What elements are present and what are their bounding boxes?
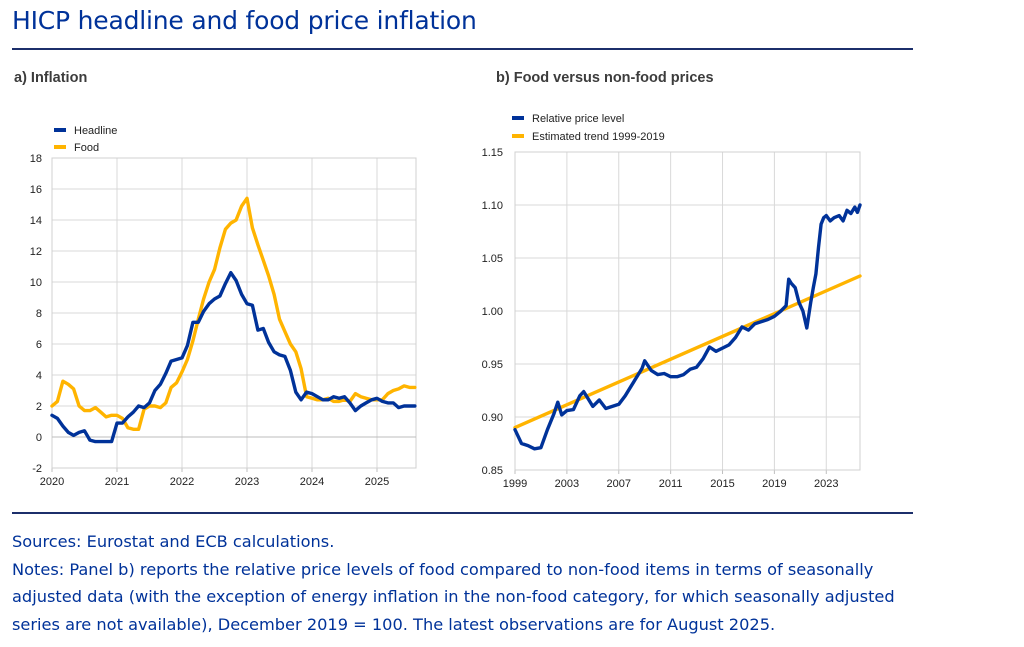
notes-section: Sources: Eurostat and ECB calculations. … (12, 528, 917, 638)
plot-frame (514, 151, 861, 471)
page-title: HICP headline and food price inflation (12, 6, 477, 35)
y-tick-label: 8 (36, 308, 42, 320)
x-tick-label: 2023 (235, 476, 259, 488)
legend-label: Relative price level (532, 113, 624, 125)
x-tick-label: 2019 (762, 478, 786, 490)
x-tick-label: 2007 (607, 478, 631, 490)
series-line-relative-price-level (513, 203, 862, 451)
series-line-headline (50, 270, 417, 444)
y-tick-label: -2 (32, 463, 42, 475)
x-tick-label: 2023 (814, 478, 838, 490)
x-tick-label: 2011 (659, 478, 683, 490)
y-tick-label: 1.00 (482, 306, 503, 318)
x-tick-label: 2015 (710, 478, 734, 490)
x-tick-label: 2020 (40, 476, 64, 488)
x-tick-label: 2021 (105, 476, 129, 488)
y-tick-label: 6 (36, 339, 42, 351)
panel-b-title: b) Food versus non-food prices (496, 70, 714, 86)
x-tick-label: 2024 (300, 476, 324, 488)
y-tick-label: 4 (36, 370, 42, 382)
y-tick-label: 1.10 (482, 200, 503, 212)
y-tick-label: 0.90 (482, 412, 503, 424)
series-line-food (50, 196, 417, 431)
y-tick-label: 2 (36, 401, 42, 413)
title-divider (12, 48, 913, 50)
y-tick-label: 0.85 (482, 465, 503, 477)
inflation-chart: 2020 2021 2022 2023 2024 2025 -2 0 2 4 6 8 10 12 14 16 1… (30, 125, 417, 488)
y-tick-label: 0.95 (482, 359, 503, 371)
y-tick-label: 14 (30, 215, 42, 227)
series-line-estimated-trend-1999-2019 (513, 274, 862, 430)
y-tick-label: 10 (30, 277, 42, 289)
notes-text: Notes: Panel b) reports the relative pri… (12, 559, 895, 634)
footer-divider (12, 512, 913, 514)
legend-label: Food (74, 142, 99, 154)
sources-text: Sources: Eurostat and ECB calculations. (12, 532, 335, 551)
y-tick-label: 12 (30, 246, 42, 258)
x-tick-label: 2003 (555, 478, 579, 490)
y-tick-label: 16 (30, 184, 42, 196)
x-tick-label: 1999 (503, 478, 527, 490)
legend-label: Estimated trend 1999-2019 (532, 131, 665, 143)
legend-label: Headline (74, 125, 117, 137)
x-tick-label: 2025 (365, 476, 389, 488)
y-tick-label: 18 (30, 153, 42, 165)
panel-a-title: a) Inflation (14, 70, 88, 86)
y-tick-label: 1.15 (482, 147, 503, 159)
food-vs-nonfood-chart: 1999 2003 2007 2011 2015 2019 2023 0.85 0.90 0.95… (482, 113, 862, 490)
y-tick-label: 1.05 (482, 253, 503, 265)
plot-frame (51, 157, 417, 469)
x-tick-label: 2022 (170, 476, 194, 488)
y-tick-label: 0 (36, 432, 42, 444)
